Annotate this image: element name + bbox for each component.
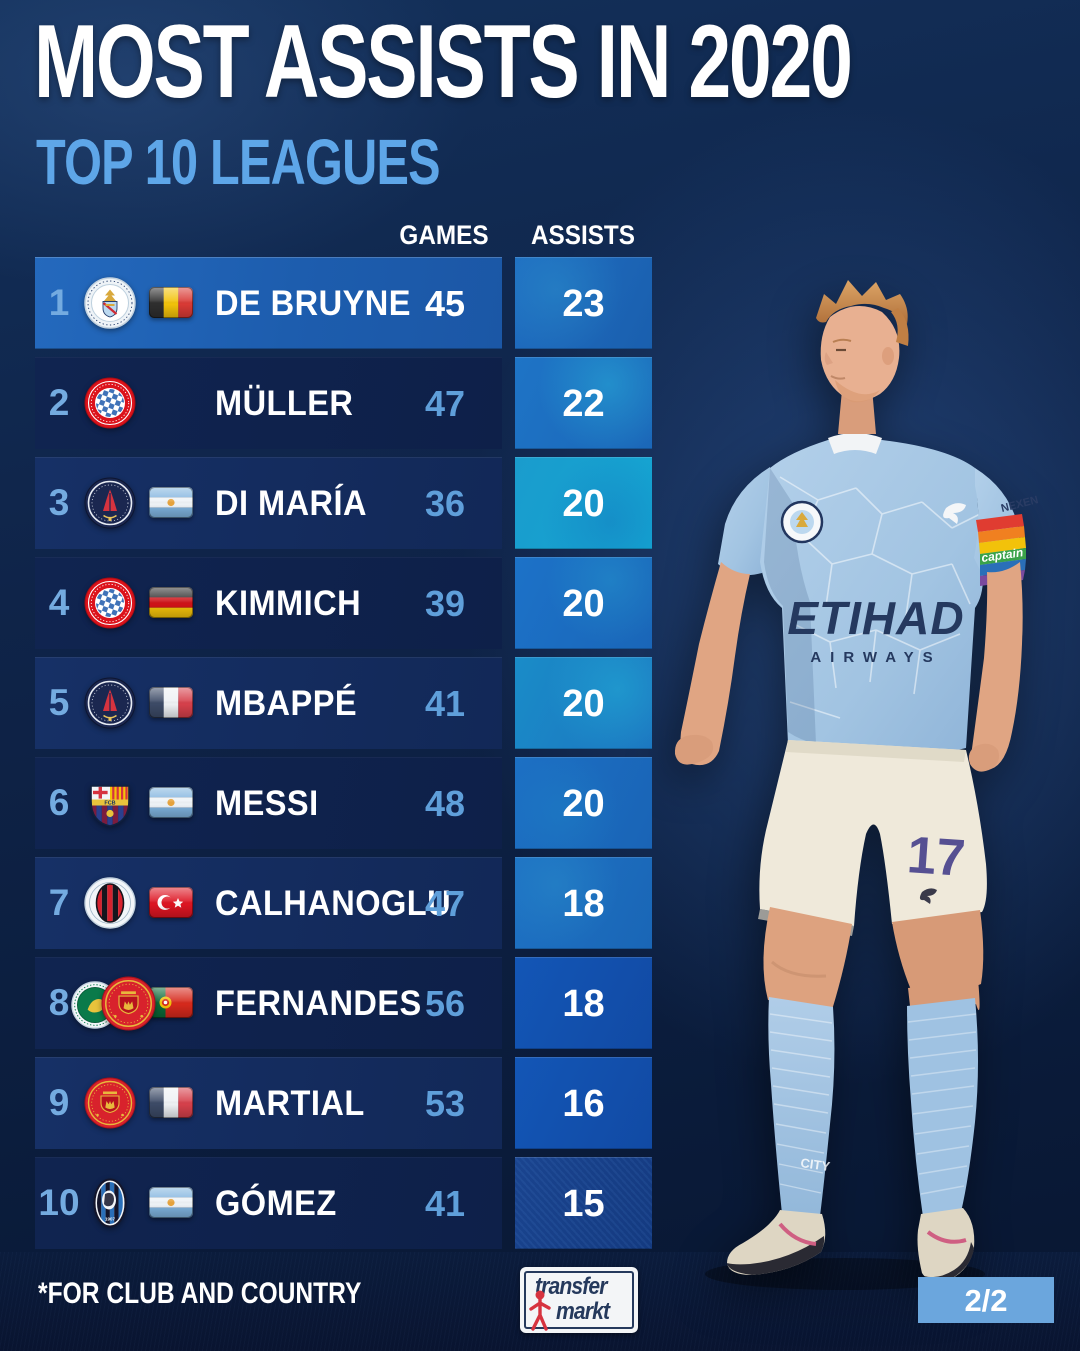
player-name: FERNANDES (215, 984, 422, 1023)
club-badges (35, 857, 215, 949)
belgium-flag-icon (149, 287, 193, 318)
rank-number: 8 (48, 982, 70, 1023)
bayern-munich-badge-icon (84, 577, 136, 629)
club-badges (35, 457, 215, 549)
rank-number: 6 (48, 782, 70, 823)
table-row: 10 1907 GÓMEZ 41 15 (35, 1157, 1045, 1249)
assists-value: 20 (515, 657, 652, 749)
games-value: 48 (424, 783, 466, 824)
transfermarkt-player-icon (529, 1290, 551, 1331)
argentina-flag-icon (149, 787, 193, 818)
assists-value: 18 (515, 957, 652, 1049)
table-row: 8 FERNANDES 56 18 (35, 957, 1045, 1049)
assists-table: 1 DE BRUYNE 45 23 2 MÜLLER 47 22 3 DI MAR (35, 257, 1045, 1257)
footnote: *FOR CLUB AND COUNTRY (38, 1277, 362, 1310)
page-subtitle: TOP 10 LEAGUES (36, 126, 441, 198)
column-header-games: GAMES (399, 220, 489, 250)
argentina-flag-icon (149, 487, 193, 518)
player-name: CALHANOGLU (215, 884, 452, 923)
club-badges (35, 557, 215, 649)
club-badges: 1907 (35, 1157, 215, 1249)
sock-text: CITY (800, 1155, 832, 1174)
games-value: 39 (424, 583, 466, 624)
assists-value: 23 (515, 257, 652, 349)
assists-value: 18 (515, 857, 652, 949)
player-photo-de-bruyne: ETIHAD AIRWAYS NEXEN captain 17 CITY (674, 280, 1040, 1290)
assists-value: 15 (515, 1157, 652, 1249)
manchester-city-badge-icon (84, 277, 136, 329)
games-value: 45 (424, 283, 466, 324)
rank-number: 4 (48, 582, 70, 623)
shirt-sponsor-text: ETIHAD (787, 592, 964, 644)
player-name: KIMMICH (215, 584, 362, 623)
rank-number: 3 (48, 482, 70, 523)
club-badges: FCB (35, 757, 215, 849)
games-value: 41 (424, 1183, 466, 1224)
games-value: 47 (424, 883, 466, 924)
table-row: 4 KIMMICH 39 20 (35, 557, 1045, 649)
table-row: 1 DE BRUYNE 45 23 (35, 257, 1045, 349)
player-name: DI MARÍA (215, 484, 367, 523)
games-value: 36 (424, 483, 466, 524)
page-title: MOST ASSISTS IN 2020 (34, 4, 853, 120)
table-row: 2 MÜLLER 47 22 (35, 357, 1045, 449)
table-row: 3 DI MARÍA 36 20 (35, 457, 1045, 549)
france-flag-icon (149, 687, 193, 718)
games-value: 56 (424, 983, 466, 1024)
germany-flag-icon (149, 587, 193, 618)
club-badges (35, 957, 215, 1049)
rank-number: 7 (48, 882, 70, 923)
rank-number: 10 (38, 1182, 80, 1223)
assists-value: 20 (515, 557, 652, 649)
bayern-munich-badge-icon (84, 377, 136, 429)
transfermarkt-logo-line1: transfer (535, 1273, 607, 1300)
svg-text:FCB: FCB (104, 800, 115, 806)
manchester-united-badge-icon (101, 976, 156, 1031)
player-name: GÓMEZ (215, 1184, 337, 1223)
assists-value: 16 (515, 1057, 652, 1149)
table-row: 5 MBAPPÉ 41 20 (35, 657, 1045, 749)
table-row: 9 MARTIAL 53 16 (35, 1057, 1045, 1149)
player-name: MESSI (215, 784, 319, 823)
argentina-flag-icon (149, 1187, 193, 1218)
club-badges (35, 257, 215, 349)
table-row: 7 CALHANOGLU 47 18 (35, 857, 1045, 949)
manchester-united-badge-icon (84, 1077, 136, 1129)
transfermarkt-logo-frame (524, 1271, 634, 1329)
svg-text:1907: 1907 (105, 1217, 116, 1222)
assists-value: 22 (515, 357, 652, 449)
player-name: DE BRUYNE (215, 284, 411, 323)
assists-value: 20 (515, 757, 652, 849)
ac-milan-badge-icon (84, 877, 136, 929)
france-flag-icon (149, 1087, 193, 1118)
rank-number: 5 (48, 682, 70, 723)
shirt-sponsor-subtext: AIRWAYS (810, 649, 941, 666)
transfermarkt-logo: transfer markt (520, 1267, 638, 1333)
club-badges (35, 657, 215, 749)
player-name: MBAPPÉ (215, 684, 358, 723)
transfermarkt-logo-line2: markt (556, 1298, 610, 1325)
page-indicator-badge: 2/2 (918, 1277, 1054, 1323)
atalanta-badge-icon: 1907 (93, 1178, 127, 1228)
rank-number: 9 (48, 1082, 70, 1123)
club-badges (35, 357, 215, 449)
psg-badge-icon (84, 677, 136, 729)
shorts-number: 17 (905, 826, 967, 888)
armband-text: captain (980, 545, 1024, 565)
turkey-flag-icon (149, 887, 193, 918)
rank-number: 1 (48, 282, 70, 323)
table-row: 6 FCB MESSI 48 20 (35, 757, 1045, 849)
games-value: 47 (424, 383, 466, 424)
psg-badge-icon (84, 477, 136, 529)
column-header-assists: ASSISTS (531, 220, 635, 250)
player-name: MARTIAL (215, 1084, 365, 1123)
barcelona-badge-icon: FCB (90, 785, 130, 827)
games-value: 53 (424, 1083, 466, 1124)
club-badges (35, 1057, 215, 1149)
games-value: 41 (424, 683, 466, 724)
player-name: MÜLLER (215, 384, 354, 423)
assists-value: 20 (515, 457, 652, 549)
rank-number: 2 (48, 382, 70, 423)
